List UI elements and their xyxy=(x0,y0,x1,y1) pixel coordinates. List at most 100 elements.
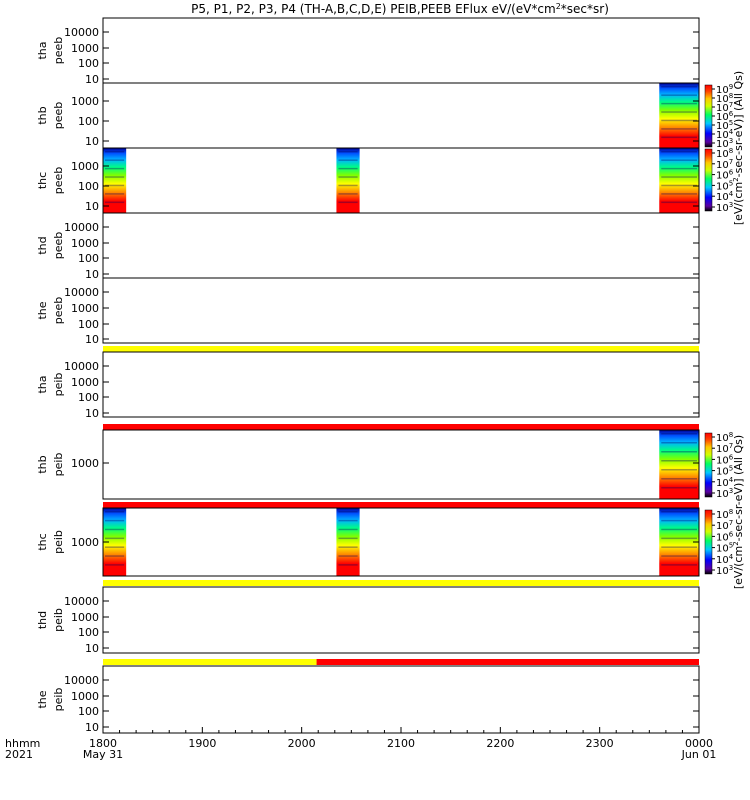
electron-colorbar-tick-label: 106 xyxy=(716,110,734,123)
ion-colorbar-scale-1 xyxy=(704,509,713,575)
thb-peib-data-stripe xyxy=(661,487,697,489)
thd-peeb-label-product: peeb xyxy=(52,232,65,260)
thc-peib-data-stripe xyxy=(105,555,125,557)
thc-peeb-data-stripe xyxy=(105,167,125,170)
thc-peeb-data-stripe xyxy=(661,184,697,187)
thc-peeb-data-block-2 xyxy=(659,148,699,213)
panel-thd-peib: 10000 1000 100 10 thd peib xyxy=(36,586,700,665)
thb-peeb-frame xyxy=(102,82,700,149)
thc-peeb-data-stripe xyxy=(105,151,125,153)
electron-colorbar-tick-label: 104 xyxy=(716,190,734,203)
thc-peeb-data-block-1 xyxy=(336,148,360,213)
x-axis-row1-label: hhmm xyxy=(5,737,40,750)
the-peib-ytick-label: 1000 xyxy=(71,690,99,703)
thc-peib-data-stripe xyxy=(105,511,125,513)
thc-peeb-data-stripe xyxy=(105,193,125,195)
thb-peib-data-stripe xyxy=(661,469,697,471)
thc-peeb-data-stripe xyxy=(338,151,358,153)
thc-peeb-ytick-label: 10 xyxy=(85,200,99,213)
panel-thb-peeb: 1000 100 10 thb peeb xyxy=(36,82,700,149)
ion-colorbar: 108107106105104103108107106105104103[eV/… xyxy=(704,431,745,589)
thd-peeb-ytick-label: 100 xyxy=(78,252,99,265)
thc-peeb-data-stripe xyxy=(661,151,697,153)
thd-peeb-ytick-label: 10000 xyxy=(64,221,99,234)
ion-colorbar-scale-0 xyxy=(704,432,713,498)
thc-peeb-data-stripe xyxy=(338,193,358,195)
ion-colorbar-tick-label: 107 xyxy=(716,519,733,532)
thc-peib-ytick-label: 1000 xyxy=(71,536,99,549)
ion-colorbar-label: [eV/(cm2-sec-sr-eV)] (All Qs) xyxy=(732,435,745,589)
panel-thc-peeb: 1000 100 10 thc peeb xyxy=(36,147,700,214)
x-tick-date-label: May 31 xyxy=(83,748,123,761)
thb-peeb-ytick-label: 10 xyxy=(85,135,99,148)
thb-peib-ytick-label: 1000 xyxy=(71,457,99,470)
thb-peeb-data-stripe xyxy=(661,94,697,96)
thb-peib-data-stripe xyxy=(661,460,697,462)
thb-peeb-data-stripe xyxy=(661,119,697,122)
thb-peib-data-stripe xyxy=(661,442,697,444)
thc-peib-data-stripe xyxy=(661,519,697,522)
electron-colorbar-label: [eV/(cm2-sec-sr-eV)] (All Qs) xyxy=(732,71,745,225)
thc-peeb-ytick-label: 1000 xyxy=(71,160,99,173)
panel-tha-peib: 10000 1000 100 10 tha peib xyxy=(36,351,700,430)
ion-colorbar-tick-label: 108 xyxy=(716,431,733,444)
thd-peib-ytick-label: 10000 xyxy=(64,595,99,608)
thc-peib-data-stripe xyxy=(338,511,358,513)
electron-colorbar-tick-label: 109 xyxy=(716,83,733,96)
thd-peib-ytick-label: 10 xyxy=(85,642,99,655)
thb-peib-frame xyxy=(102,429,700,500)
tha-peeb-label-product: peeb xyxy=(52,37,65,65)
the-peib-frame xyxy=(102,665,700,734)
thc-peeb-data-stripe xyxy=(338,167,358,170)
tha-peib-label-product: peib xyxy=(52,373,65,397)
x-tick-label: 1900 xyxy=(188,737,216,750)
thb-peib-data-block-0 xyxy=(659,430,699,499)
thb-peib-quality-bar-0 xyxy=(103,502,699,508)
x-tick-label: 2300 xyxy=(586,737,614,750)
thc-peeb-ytick-label: 100 xyxy=(78,180,99,193)
thc-peib-data-stripe xyxy=(661,555,697,557)
the-peib-ytick-label: 10000 xyxy=(64,674,99,687)
panel-thd-peeb: 10000 1000 100 10 thd peeb xyxy=(36,212,700,281)
electron-colorbar-tick-label: 104 xyxy=(716,128,734,141)
thc-peib-data-stripe xyxy=(338,519,358,522)
ion-colorbar-tick-label: 103 xyxy=(716,564,733,577)
thb-peib-data-stripe xyxy=(661,433,697,435)
thb-peeb-label-probe: thb xyxy=(36,106,49,124)
x-tick-label: 1800 xyxy=(89,737,117,750)
thc-peib-data-block-1 xyxy=(336,508,360,576)
thc-peib-data-stripe xyxy=(105,564,125,566)
thc-peib-data-stripe xyxy=(105,519,125,522)
thb-peib-label-product: peib xyxy=(52,453,65,477)
thb-peeb-data-stripe xyxy=(661,128,697,130)
thc-peeb-data-stripe xyxy=(105,159,125,161)
thc-peeb-data-stripe xyxy=(105,176,125,178)
panel-tha-peeb: 10000 1000 100 10 tha peeb xyxy=(36,17,700,86)
tha-peeb-ytick-label: 1000 xyxy=(71,42,99,55)
the-peeb-label-probe: the xyxy=(36,301,49,319)
thb-peeb-ytick-label: 1000 xyxy=(71,95,99,108)
thd-peeb-label-probe: thd xyxy=(36,236,49,254)
thc-peeb-data-stripe xyxy=(105,184,125,187)
electron-colorbar-tick-label: 108 xyxy=(716,147,733,160)
x-tick-label: 0000 xyxy=(685,737,713,750)
panel-thc-peib: 1000 thc peib xyxy=(36,507,700,586)
the-peib-ytick-label: 100 xyxy=(78,705,99,718)
thb-peib-data-stripe xyxy=(661,478,697,480)
thc-peib-data-stripe xyxy=(338,555,358,557)
thc-peib-data-stripe xyxy=(661,537,697,540)
electron-colorbar-tick-label: 105 xyxy=(716,119,733,132)
thc-peib-label-product: peib xyxy=(52,530,65,554)
electron-colorbar-tick-label: 106 xyxy=(716,169,734,182)
thd-peeb-frame xyxy=(102,212,700,279)
electron-colorbar-tick-label: 107 xyxy=(716,101,733,114)
the-peeb-quality-bar-0 xyxy=(103,346,699,352)
ion-colorbar-tick-label: 103 xyxy=(716,487,733,500)
x-tick-label: 2200 xyxy=(486,737,514,750)
thc-peib-frame xyxy=(102,507,700,577)
thb-peeb-data-stripe xyxy=(661,86,697,88)
panel-the-peib: 10000 1000 100 10 the peib xyxy=(36,665,700,734)
tha-peeb-frame xyxy=(102,17,700,84)
